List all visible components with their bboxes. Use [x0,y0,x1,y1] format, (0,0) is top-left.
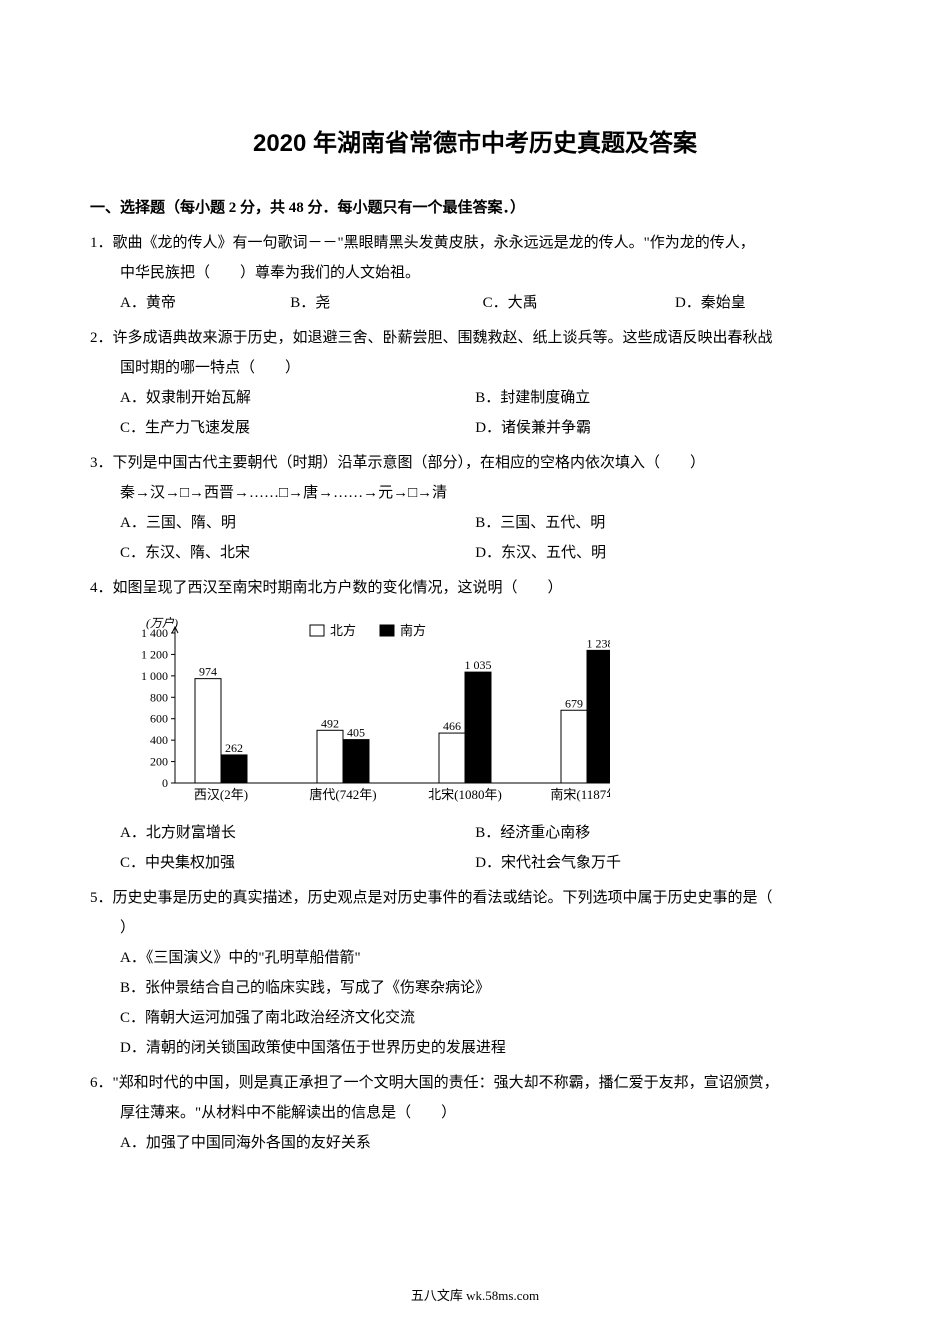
q3-opt-c: C．东汉、隋、北宋 [120,538,475,568]
chart-svg: (万户)02004006008001 0001 2001 400北方南方9742… [120,613,610,808]
svg-text:1 400: 1 400 [141,626,168,640]
svg-text:200: 200 [150,755,168,769]
q2-options-row1: A．奴隶制开始瓦解 B．封建制度确立 [90,383,860,413]
q2-opt-a: A．奴隶制开始瓦解 [120,383,475,413]
q5-text: 5．历史史事是历史的真实描述，历史观点是对历史事件的看法或结论。下列选项中属于历… [90,883,860,913]
q4-opt-d: D．宋代社会气象万千 [475,848,830,878]
svg-text:1 238: 1 238 [587,636,611,650]
q2-cont: 国时期的哪一特点（ ） [90,353,860,383]
svg-text:北方: 北方 [330,623,356,638]
q4-opt-b: B．经济重心南移 [475,818,830,848]
svg-text:南宋(1187年): 南宋(1187年) [550,787,610,802]
q5-opt-d: D．清朝的闭关锁国政策使中国落伍于世界历史的发展进程 [90,1033,860,1063]
q3-options-row2: C．东汉、隋、北宋 D．东汉、五代、明 [90,538,860,568]
q5-cont: ） [90,913,860,943]
q1-opt-d: D．秦始皇 [675,288,860,318]
q2-opt-b: B．封建制度确立 [475,383,830,413]
svg-text:800: 800 [150,690,168,704]
q1-cont: 中华民族把（ ）尊奉为我们的人文始祖。 [90,258,860,288]
q5-opt-a: A．《三国演义》中的"孔明草船借箭" [90,943,860,973]
svg-text:400: 400 [150,733,168,747]
q6-text: 6．"郑和时代的中国，则是真正承担了一个文明大国的责任：强大却不称霸，播仁爱于友… [90,1068,860,1098]
q2-opt-d: D．诸侯兼并争霸 [475,413,830,443]
svg-text:466: 466 [443,719,461,733]
section-header: 一、选择题（每小题 2 分，共 48 分．每小题只有一个最佳答案．） [90,193,860,223]
q4-opt-a: A．北方财富增长 [120,818,475,848]
q5-opt-b: B．张仲景结合自己的临床实践，写成了《伤寒杂病论》 [90,973,860,1003]
q3-opt-b: B．三国、五代、明 [475,508,830,538]
svg-text:0: 0 [162,776,168,790]
q2-opt-c: C．生产力飞速发展 [120,413,475,443]
svg-text:600: 600 [150,712,168,726]
q5-opt-c: C．隋朝大运河加强了南北政治经济文化交流 [90,1003,860,1033]
svg-text:西汉(2年): 西汉(2年) [194,787,248,802]
q4-options-row2: C．中央集权加强 D．宋代社会气象万千 [90,848,860,878]
page-title: 2020 年湖南省常德市中考历史真题及答案 [90,120,860,168]
q1-options: A．黄帝 B．尧 C．大禹 D．秦始皇 [90,288,860,318]
question-1: 1．歌曲《龙的传人》有一句歌词－－"黑眼睛黑头发黄皮肤，永永远远是龙的传人。"作… [90,228,860,318]
svg-text:492: 492 [321,716,339,730]
q1-opt-a: A．黄帝 [120,288,290,318]
question-5: 5．历史史事是历史的真实描述，历史观点是对历史事件的看法或结论。下列选项中属于历… [90,883,860,1063]
svg-text:1 200: 1 200 [141,647,168,661]
svg-text:974: 974 [199,665,217,679]
q1-text: 1．歌曲《龙的传人》有一句歌词－－"黑眼睛黑头发黄皮肤，永永远远是龙的传人。"作… [90,228,860,258]
q3-text: 3．下列是中国古代主要朝代（时期）沿革示意图（部分），在相应的空格内依次填入（ … [90,448,860,478]
q6-cont: 厚往薄来。"从材料中不能解读出的信息是（ ） [90,1098,860,1128]
page-footer: 五八文库 wk.58ms.com [90,1283,860,1309]
q3-options-row1: A．三国、隋、明 B．三国、五代、明 [90,508,860,538]
svg-text:北宋(1080年): 北宋(1080年) [428,787,502,802]
svg-text:南方: 南方 [400,623,426,638]
q6-opt-a: A．加强了中国同海外各国的友好关系 [90,1128,860,1158]
q3-opt-a: A．三国、隋、明 [120,508,475,538]
svg-text:262: 262 [225,741,243,755]
q2-options-row2: C．生产力飞速发展 D．诸侯兼并争霸 [90,413,860,443]
svg-text:1 035: 1 035 [465,658,492,672]
q4-options-row1: A．北方财富增长 B．经济重心南移 [90,818,860,848]
question-6: 6．"郑和时代的中国，则是真正承担了一个文明大国的责任：强大却不称霸，播仁爱于友… [90,1068,860,1158]
question-4: 4．如图呈现了西汉至南宋时期南北方户数的变化情况，这说明（ ） (万户)0200… [90,573,860,878]
q1-opt-c: C．大禹 [483,288,675,318]
svg-text:679: 679 [565,696,583,710]
svg-text:1 000: 1 000 [141,669,168,683]
q4-text: 4．如图呈现了西汉至南宋时期南北方户数的变化情况，这说明（ ） [90,573,860,603]
q3-opt-d: D．东汉、五代、明 [475,538,830,568]
households-chart: (万户)02004006008001 0001 2001 400北方南方9742… [120,613,620,808]
question-2: 2．许多成语典故来源于历史，如退避三舍、卧薪尝胆、围魏救赵、纸上谈兵等。这些成语… [90,323,860,443]
q4-opt-c: C．中央集权加强 [120,848,475,878]
question-3: 3．下列是中国古代主要朝代（时期）沿革示意图（部分），在相应的空格内依次填入（ … [90,448,860,568]
svg-text:唐代(742年): 唐代(742年) [309,787,376,802]
svg-text:405: 405 [347,726,365,740]
q1-opt-b: B．尧 [290,288,482,318]
q2-text: 2．许多成语典故来源于历史，如退避三舍、卧薪尝胆、围魏救赵、纸上谈兵等。这些成语… [90,323,860,353]
q3-cont: 秦→汉→□→西晋→……□→唐→……→元→□→清 [90,478,860,508]
